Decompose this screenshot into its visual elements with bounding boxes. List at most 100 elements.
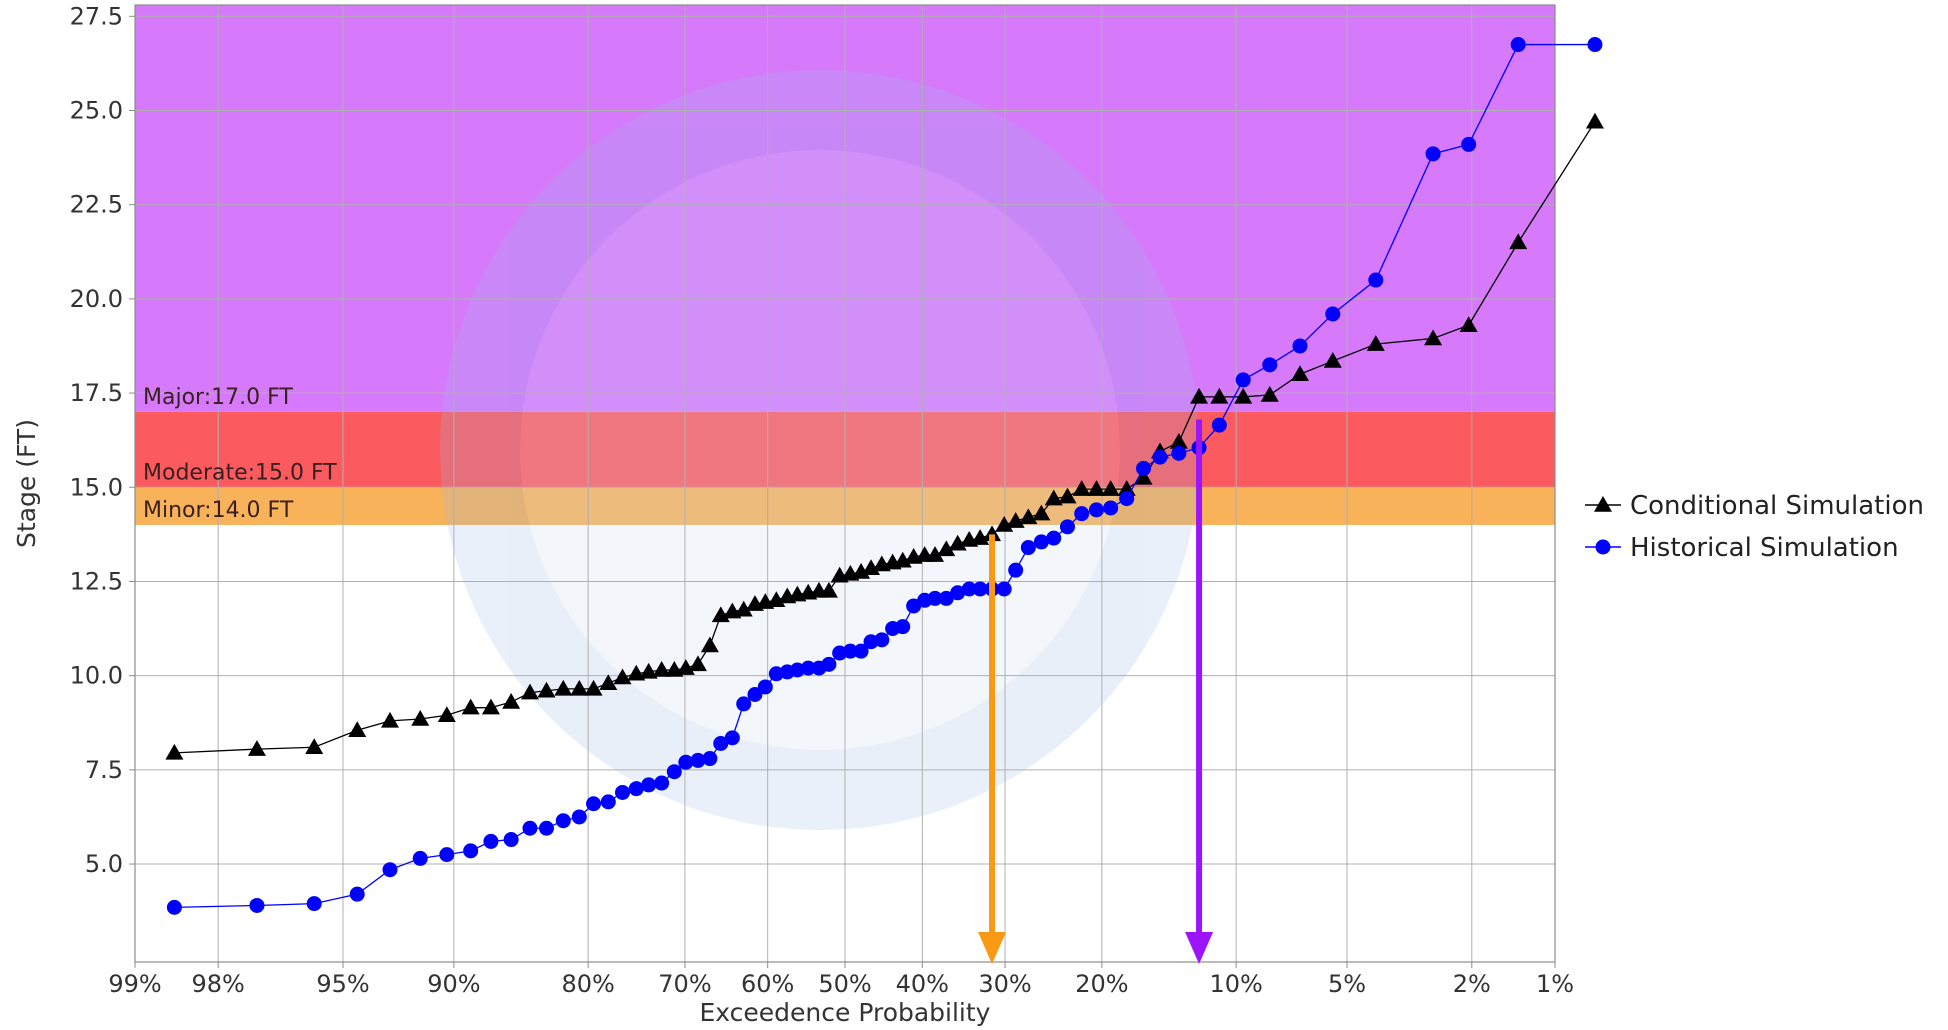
conditional-simulation-point: [584, 679, 603, 696]
y-tick-label: 7.5: [85, 756, 123, 784]
conditional-simulation-point: [983, 525, 1002, 542]
historical-simulation-point: [1587, 37, 1603, 53]
legend-item-historical-simulation: Historical Simulation: [1585, 533, 1899, 563]
historical-simulation-point: [1103, 500, 1119, 516]
x-tick-label: 2%: [1453, 970, 1491, 998]
y-tick-label: 10.0: [70, 662, 123, 690]
conditional-simulation-point: [165, 743, 184, 760]
historical-simulation-point: [821, 656, 837, 672]
conditional-simulation-point: [1044, 489, 1063, 506]
conditional-simulation-point: [1134, 468, 1153, 485]
x-tick-label: 20%: [1075, 970, 1128, 998]
historical-simulation-point: [1368, 272, 1384, 288]
conditional-simulation-point: [1323, 352, 1342, 368]
conditional-simulation-point: [247, 740, 266, 756]
historical-simulation-point: [306, 896, 322, 912]
historical-simulation-point: [1425, 146, 1441, 162]
historical-simulation-series: [166, 37, 1603, 915]
conditional-simulation-point: [627, 664, 646, 681]
historical-simulation-point: [600, 794, 616, 810]
legend-item-conditional-simulation: Conditional Simulation: [1585, 491, 1924, 521]
historical-simulation-point: [1119, 491, 1135, 507]
historical-simulation-point: [382, 862, 398, 878]
historical-simulation-point: [757, 679, 773, 695]
conditional-simulation-point: [1509, 233, 1528, 250]
historical-simulation-point: [1088, 502, 1104, 518]
historical-simulation-point: [690, 752, 706, 768]
historical-simulation-point: [615, 784, 631, 800]
conditional-simulation-point: [700, 636, 719, 653]
conditional-simulation-point: [1366, 335, 1385, 351]
conditional-simulation-point: [926, 546, 945, 562]
series-layer: [165, 37, 1604, 915]
historical-simulation-point: [555, 813, 571, 829]
annotation-arrows: [978, 419, 1214, 964]
x-tick-label: 99%: [108, 970, 161, 998]
y-tick-label: 20.0: [70, 285, 123, 313]
historical-simulation-point: [747, 686, 763, 702]
conditional-simulation-point: [1169, 433, 1188, 449]
historical-simulation-point: [1059, 519, 1075, 535]
conditional-simulation-point: [1424, 329, 1443, 346]
conditional-simulation-point: [537, 681, 556, 698]
conditional-simulation-point: [554, 679, 573, 696]
conditional-simulation-point: [1234, 387, 1253, 404]
x-tick-label: 30%: [978, 970, 1031, 998]
historical-simulation-point: [1008, 562, 1024, 578]
historical-simulation-point: [503, 832, 519, 848]
historical-simulation-point: [842, 643, 858, 659]
historical-simulation-point: [702, 751, 718, 767]
conditional-simulation-point: [1072, 480, 1091, 496]
annotation-arrow-1: [1185, 419, 1214, 964]
x-tick-label: 70%: [658, 970, 711, 998]
x-tick-label: 60%: [741, 970, 794, 998]
historical-simulation-point: [906, 598, 922, 614]
flood-label-1: Moderate:15.0 FT: [143, 460, 337, 485]
conditional-simulation-point: [688, 655, 707, 672]
conditional-simulation-point: [1291, 365, 1310, 381]
conditional-simulation-point: [1032, 504, 1051, 521]
annotation-arrow-0: [978, 534, 1007, 964]
conditional-simulation-point: [599, 674, 618, 690]
y-axis-title: Stage (FT): [12, 419, 41, 548]
historical-simulation-point: [586, 796, 602, 812]
conditional-simulation-point: [502, 693, 521, 709]
conditional-simulation-point: [348, 721, 367, 738]
historical-simulation-point: [1152, 449, 1168, 465]
conditional-simulation-point: [1585, 112, 1604, 129]
historical-simulation-point: [1171, 445, 1187, 461]
historical-simulation-point: [1292, 338, 1308, 354]
y-axis-tick-labels: 5.0 7.5 10.0 12.5 15.0 17.5 20.0 22.5 25.0 27.5: [70, 2, 135, 878]
x-tick-label: 95%: [316, 970, 369, 998]
historical-simulation-point: [641, 777, 657, 793]
historical-simulation-point: [1046, 530, 1062, 546]
conditional-simulation-point: [652, 661, 671, 677]
conditional-simulation-point: [734, 600, 753, 617]
x-tick-label: 40%: [896, 970, 949, 998]
historical-simulation-point: [463, 843, 479, 859]
historical-simulation-point: [678, 754, 694, 770]
historical-simulation-point: [938, 590, 954, 606]
historical-simulation-point: [874, 632, 890, 648]
y-tick-label: 22.5: [70, 191, 123, 219]
flood-category-labels: Minor:14.0 FT Moderate:15.0 FT Major:17.0 …: [143, 385, 337, 523]
historical-simulation-point: [950, 585, 966, 601]
noaa-watermark: [440, 70, 1200, 830]
conditional-simulation-point: [1117, 480, 1136, 496]
x-tick-label: 90%: [427, 970, 480, 998]
y-tick-label: 15.0: [70, 473, 123, 501]
conditional-simulation-point: [437, 706, 456, 722]
conditional-simulation-point: [461, 698, 480, 715]
historical-simulation-point: [538, 820, 554, 836]
historical-simulation-point: [571, 809, 587, 825]
y-tick-label: 5.0: [85, 850, 123, 878]
x-axis-tick-labels: 99% 98% 95% 90% 80% 70% 60% 50% 40% 30% 20% 10% 5% 2%…: [108, 962, 1574, 998]
conditional-simulation-point: [1190, 387, 1209, 404]
historical-simulation-point: [483, 833, 499, 849]
legend-conditional-simulation-point: [1594, 496, 1612, 512]
historical-simulation-point: [895, 619, 911, 635]
historical-simulation-point: [412, 850, 428, 866]
conditional-simulation-point: [1087, 480, 1106, 496]
flood-label-2: Major:17.0 FT: [143, 385, 293, 410]
